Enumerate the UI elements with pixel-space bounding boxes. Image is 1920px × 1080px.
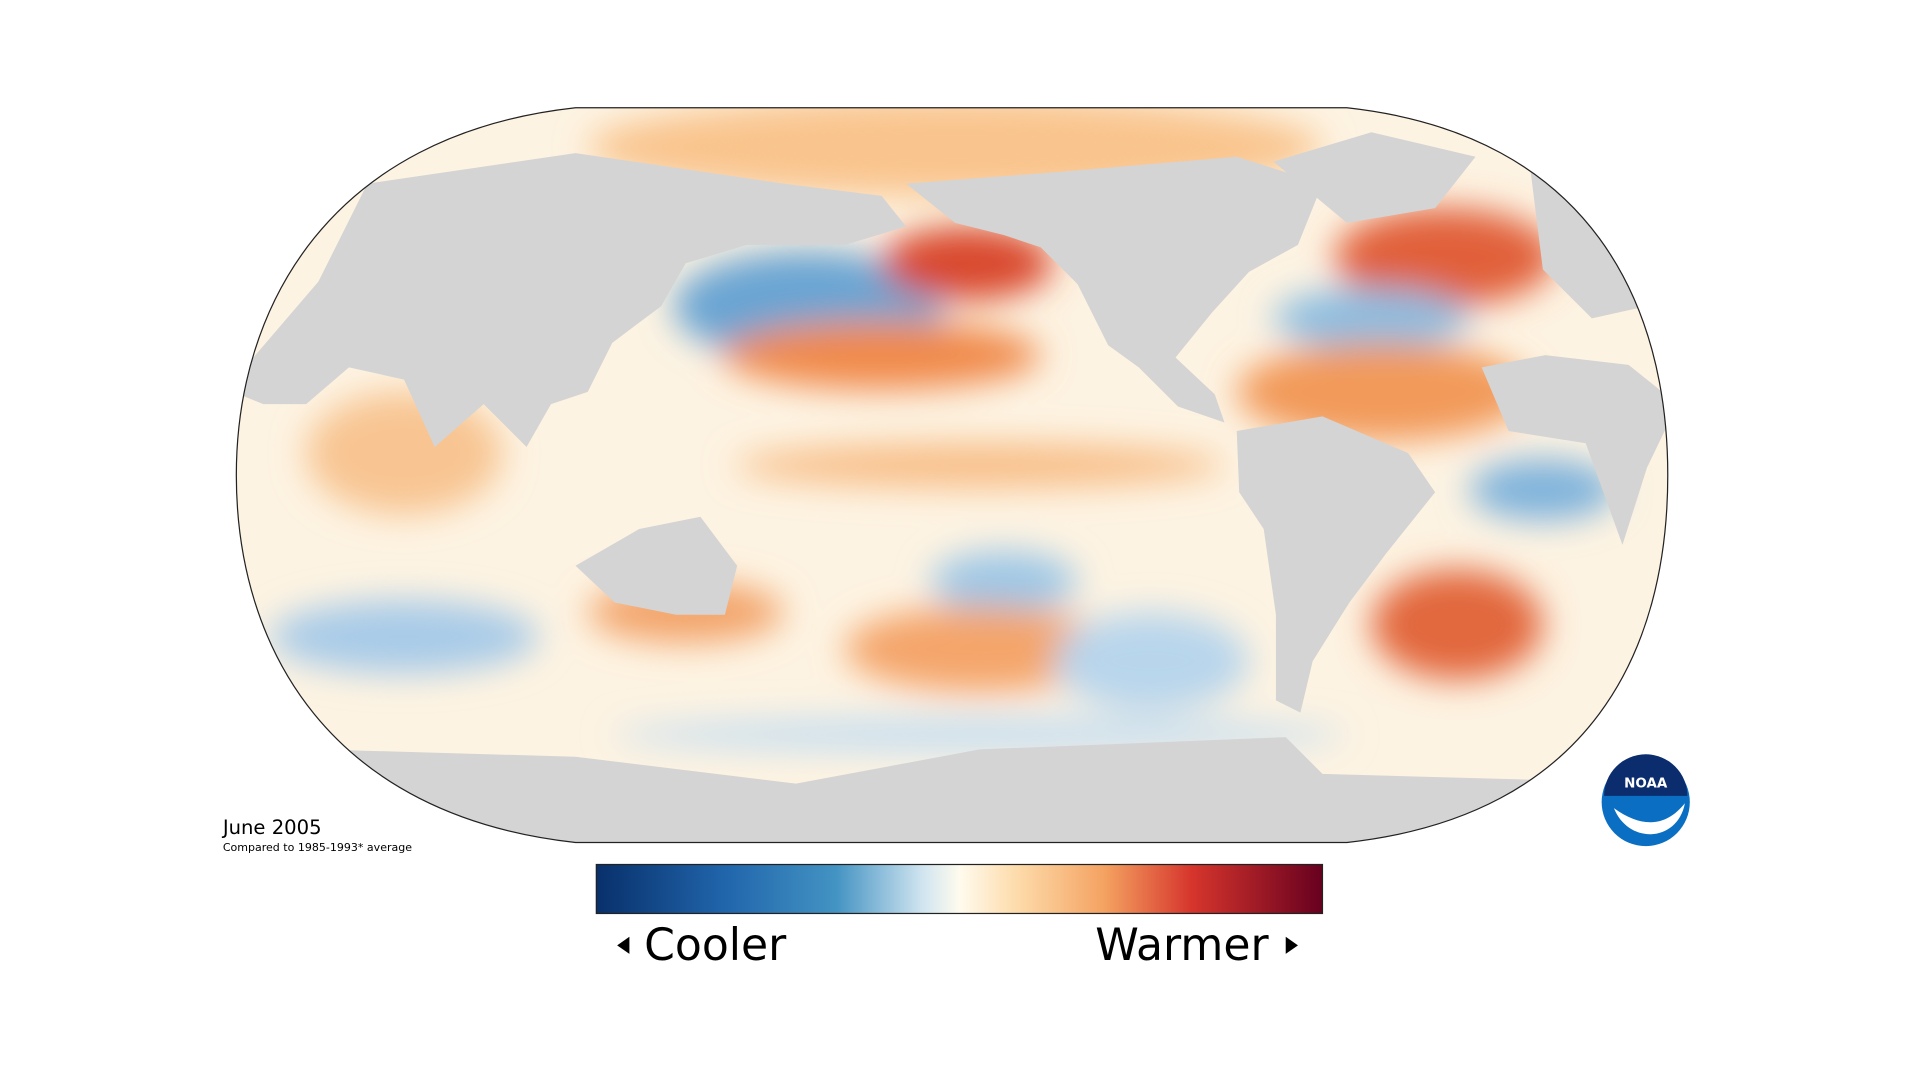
- noaa-logo: NOAA: [1601, 754, 1690, 847]
- map-outline: [235, 107, 1669, 844]
- legend-low: Cooler: [644, 920, 787, 971]
- logo-gull: [1613, 803, 1685, 835]
- legend-high: Warmer: [1095, 920, 1269, 971]
- map-body: [236, 107, 1668, 843]
- map-note: Compared to 1985-1993* average: [223, 841, 412, 854]
- logo-text: NOAA: [1624, 776, 1668, 791]
- map-group: June 2005 Compared to 1985-1993* average…: [221, 107, 1690, 971]
- map-date: June 2005: [221, 816, 322, 839]
- logo-top: [1604, 754, 1688, 796]
- colorbar: [595, 863, 1324, 915]
- arrow-left: [617, 936, 630, 954]
- arrow-right: [1285, 936, 1298, 954]
